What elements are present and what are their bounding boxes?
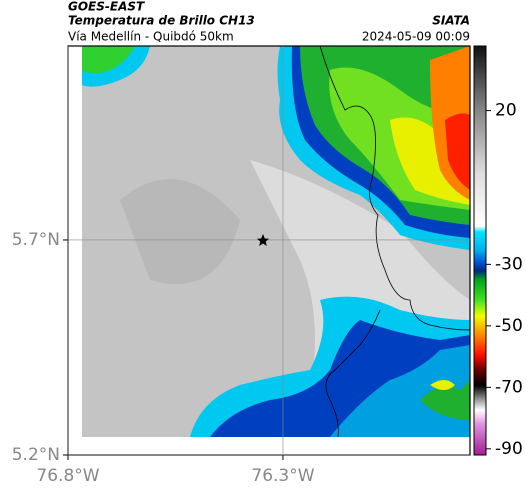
- colorbar-tick-label: -70: [495, 377, 523, 397]
- colorbar-axis: 20 -30 -50 -70 -90: [486, 101, 523, 459]
- satellite: GOES-EAST: [68, 0, 145, 14]
- y-tick-label: 5.2°N: [12, 445, 60, 465]
- map-axes: 76.8°W 76.3°W 5.2°N 5.7°N: [12, 46, 470, 486]
- product: Temperatura de Brillo CH13: [68, 14, 255, 28]
- route: Vía Medellín - Quibdó 50km: [68, 30, 234, 44]
- colorbar-tick-label: 20: [495, 101, 517, 121]
- source: SIATA: [432, 14, 470, 28]
- datetime: 2024-05-09 00:09: [362, 30, 470, 44]
- x-tick-label: 76.8°W: [36, 466, 99, 486]
- colorbar-tick-label: -50: [495, 316, 523, 336]
- city-marker: [257, 234, 269, 246]
- colorbar: [473, 45, 487, 456]
- header: GOES-EAST Temperatura de Brillo CH13 Vía…: [68, 0, 470, 44]
- colorbar-tick-label: -90: [495, 439, 523, 459]
- y-tick-label: 5.7°N: [12, 230, 60, 250]
- colorbar-tick-label: -30: [495, 254, 523, 274]
- x-tick-label: 76.3°W: [251, 466, 314, 486]
- imagery: [82, 46, 470, 437]
